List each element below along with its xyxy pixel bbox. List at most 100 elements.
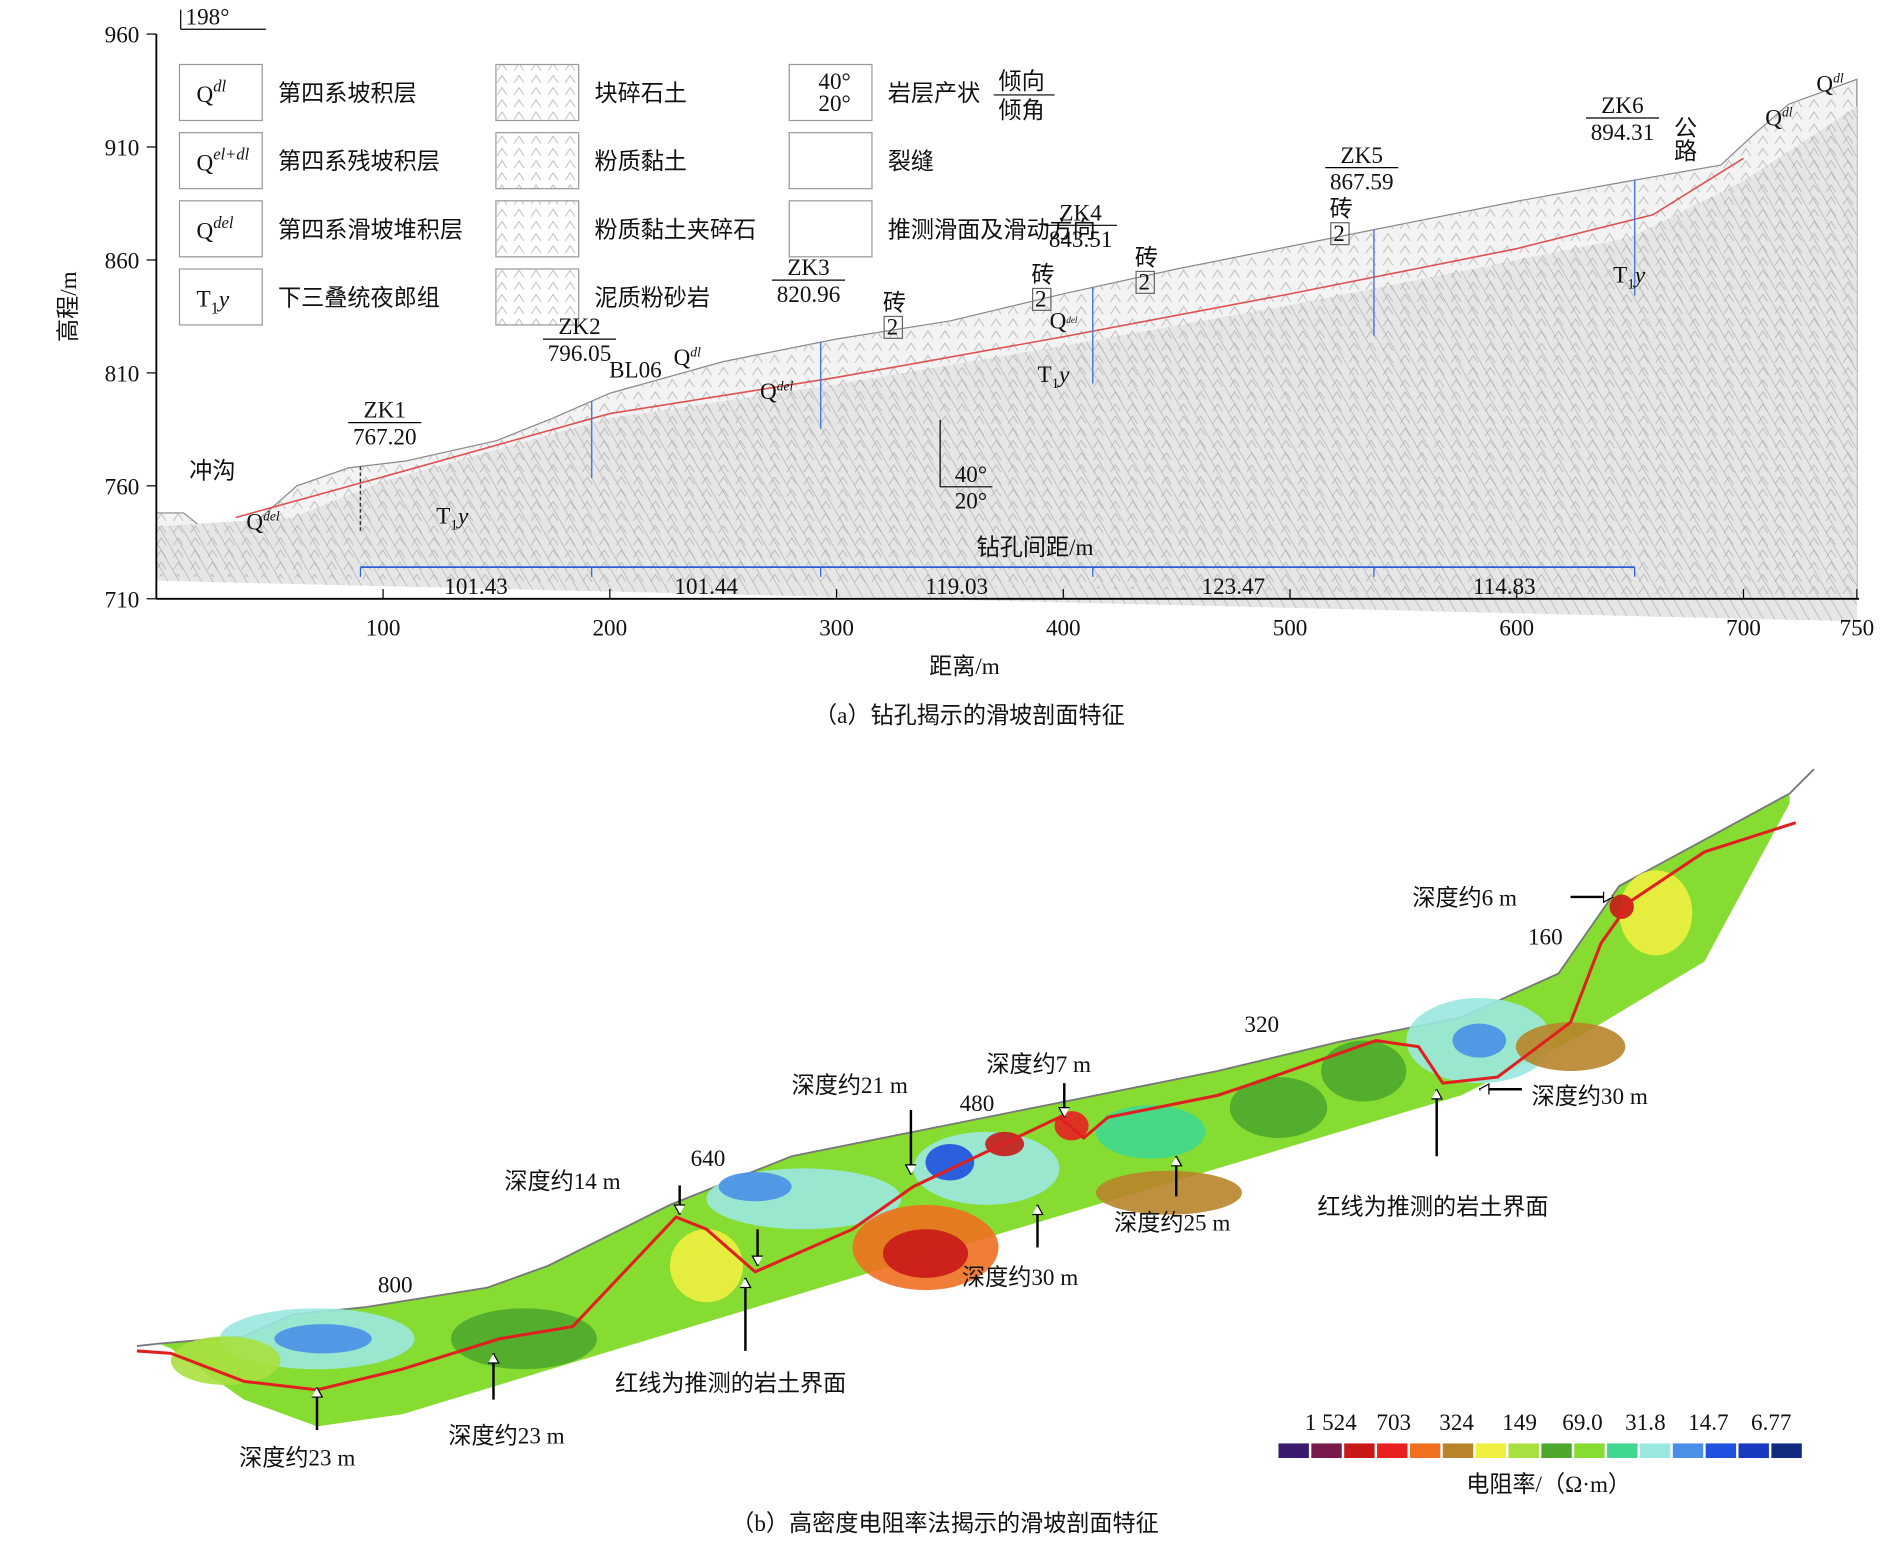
borehole-elevation: 820.96 bbox=[777, 282, 841, 308]
symbol-italic: y bbox=[217, 287, 230, 313]
symbol-italic: y bbox=[1633, 262, 1646, 288]
arrow-head bbox=[1170, 1155, 1183, 1167]
section-label: 深度约23 m bbox=[239, 1445, 355, 1471]
arrow-head bbox=[311, 1387, 324, 1398]
colorbar-swatch bbox=[1377, 1443, 1408, 1459]
section-label: 800 bbox=[378, 1273, 413, 1299]
colorbar-label: 6.77 bbox=[1751, 1410, 1791, 1436]
spacing-value: 123.47 bbox=[1202, 574, 1266, 600]
symbol-base: T bbox=[197, 287, 211, 313]
x-tick-label: 400 bbox=[1046, 615, 1081, 641]
symbol-base: Q bbox=[1050, 309, 1067, 335]
y-tick-label: 960 bbox=[105, 23, 140, 49]
y-axis-label: 高程/m bbox=[56, 271, 82, 342]
legend-box bbox=[495, 268, 580, 326]
symbol-sup: dl bbox=[1833, 71, 1844, 86]
legend-label: 粉质黏土夹碎石 bbox=[594, 217, 756, 243]
brick-number: 2 bbox=[1035, 287, 1047, 313]
legend-label: 块碎石土 bbox=[594, 81, 686, 107]
symbol-sup: dl bbox=[1782, 105, 1793, 120]
symbol-base: Q bbox=[674, 345, 691, 371]
resistivity-zone bbox=[882, 1229, 969, 1278]
borehole-name: ZK4 bbox=[1059, 200, 1102, 226]
borehole-name: ZK5 bbox=[1341, 143, 1383, 169]
y-tick-label: 910 bbox=[105, 136, 140, 162]
resistivity-zone bbox=[925, 1144, 975, 1181]
legend-box bbox=[788, 63, 873, 122]
section-label: 深度约30 m bbox=[1532, 1084, 1648, 1110]
symbol-italic: y bbox=[456, 503, 469, 529]
colorbar-title: 电阻率/（Ω·m） bbox=[1466, 1472, 1631, 1498]
symbol-base: Q bbox=[1816, 71, 1833, 97]
symbol-sub: 1 bbox=[211, 298, 219, 317]
brick-marker: 砖 bbox=[883, 290, 906, 316]
arrow-head bbox=[751, 1255, 763, 1267]
legend-box bbox=[178, 268, 263, 326]
resistivity-zone bbox=[1095, 1170, 1242, 1215]
legend-box bbox=[495, 132, 580, 190]
caption: （a）钻孔揭示的滑坡剖面特征 bbox=[814, 703, 1125, 729]
legend-label: 第四系滑坡堆积层 bbox=[278, 217, 463, 243]
colorbar-swatch bbox=[1541, 1443, 1572, 1459]
resistivity-zone bbox=[1609, 894, 1634, 919]
section-label: 深度约14 m bbox=[504, 1169, 620, 1195]
section-label: 深度约21 m bbox=[792, 1073, 908, 1099]
x-tick-label: 100 bbox=[366, 615, 401, 641]
stratum-label: Qdl bbox=[1816, 71, 1843, 98]
section-label: 深度约25 m bbox=[1114, 1210, 1230, 1236]
arrow-head bbox=[904, 1164, 917, 1175]
legend-label: 第四系残坡积层 bbox=[278, 149, 440, 175]
interface-line bbox=[136, 821, 1797, 1392]
legend-label: 裂缝 bbox=[888, 149, 934, 175]
spacing-value: 101.43 bbox=[444, 574, 508, 600]
legend-symbol: T1y bbox=[197, 287, 230, 318]
colorbar-label: 69.0 bbox=[1562, 1410, 1602, 1436]
arrow-head bbox=[1602, 891, 1614, 904]
brick-box bbox=[883, 315, 904, 339]
legend-label: 泥质粉砂岩 bbox=[594, 285, 710, 311]
section-label: 深度约30 m bbox=[962, 1265, 1078, 1291]
colorbar-swatch bbox=[1409, 1443, 1441, 1459]
resistivity-zone bbox=[1515, 1022, 1626, 1072]
x-tick-label: 600 bbox=[1499, 615, 1534, 641]
bedrock-pattern bbox=[156, 106, 1857, 622]
symbol-sup: el+dl bbox=[213, 145, 249, 164]
arrow-head bbox=[740, 1277, 752, 1289]
spacing-value: 101.44 bbox=[674, 574, 738, 600]
legend-fraction-top: 倾向 bbox=[999, 69, 1045, 95]
spacing-value: 119.03 bbox=[925, 574, 988, 600]
y-tick-label: 860 bbox=[105, 248, 140, 274]
borehole-name: ZK6 bbox=[1601, 93, 1643, 119]
legend-label: 第四系坡积层 bbox=[278, 81, 417, 107]
x-tick-label: 750 bbox=[1840, 615, 1875, 641]
legend-symbol-bottom: 20° bbox=[818, 91, 850, 117]
resistivity-zone bbox=[1095, 1105, 1206, 1159]
borehole-name: ZK3 bbox=[787, 255, 829, 281]
symbol-sub: 1 bbox=[450, 517, 458, 533]
legend-label: 岩层产状 bbox=[888, 81, 980, 107]
x-tick-label: 300 bbox=[819, 615, 854, 641]
colorbar-swatch bbox=[1311, 1443, 1342, 1459]
brick-box bbox=[1135, 270, 1155, 294]
place-label: 公路 bbox=[1670, 116, 1698, 162]
legend-box bbox=[178, 132, 263, 190]
resistivity-zone bbox=[1619, 870, 1693, 956]
symbol-base: Q bbox=[197, 150, 214, 176]
borehole-elevation: 843.51 bbox=[1049, 227, 1113, 253]
legend-box bbox=[495, 63, 580, 122]
legend-box bbox=[178, 63, 263, 122]
symbol-sup: dl bbox=[690, 344, 701, 359]
colorbar-swatch bbox=[1607, 1443, 1638, 1459]
bedrock-label: T1y bbox=[1037, 362, 1070, 392]
resistivity-zone bbox=[170, 1336, 281, 1386]
brick-marker: 砖 bbox=[1330, 197, 1353, 223]
brick-box bbox=[1032, 287, 1052, 311]
symbol-base: T bbox=[1613, 262, 1627, 288]
legend-box bbox=[495, 200, 580, 258]
borehole-elevation: 796.05 bbox=[548, 341, 612, 367]
symbol-sup: dl bbox=[213, 77, 226, 96]
borehole-name: ZK2 bbox=[558, 314, 600, 340]
resistivity-zone bbox=[669, 1229, 743, 1303]
symbol-base: Q bbox=[1765, 105, 1782, 131]
spacing-title: 钻孔间距/m bbox=[977, 535, 1094, 561]
